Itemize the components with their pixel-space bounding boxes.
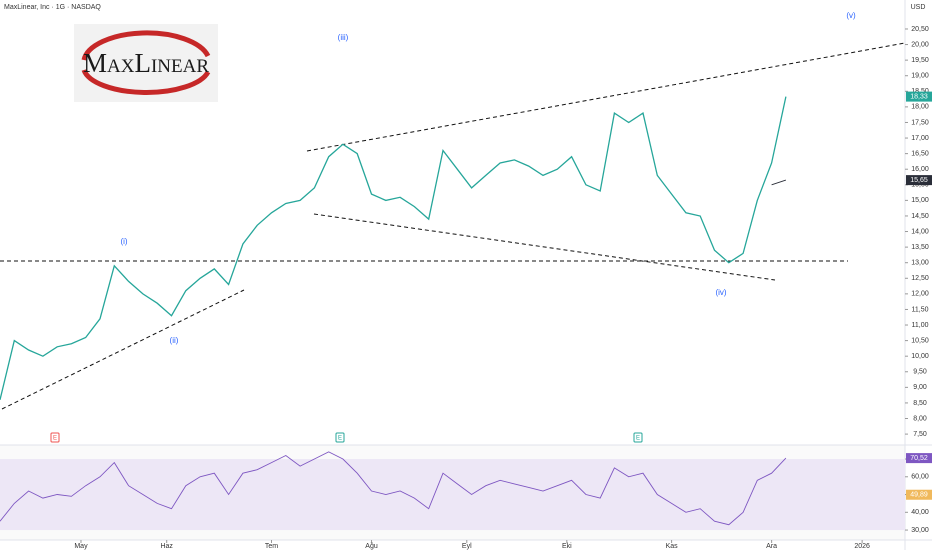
trendline <box>1 289 245 410</box>
wave-label: (ii) <box>170 336 179 345</box>
chart-title: MaxLinear, Inc · 1G · NASDAQ <box>4 4 101 11</box>
y-tick-label: 11,00 <box>912 322 929 329</box>
x-tick-label: Ara <box>766 543 777 550</box>
event-label: E <box>53 436 57 442</box>
event-label: E <box>636 436 640 442</box>
y-tick-label: 14,50 <box>911 213 929 220</box>
y-tick-label: 8,50 <box>913 400 927 407</box>
event-marker <box>335 432 345 443</box>
y-tick-label: 30,00 <box>911 527 929 534</box>
last-value-box <box>906 453 932 464</box>
y-tick-label: 16,00 <box>911 166 929 173</box>
logo-text: MaxLinear <box>83 48 209 78</box>
y-tick-label: 7,50 <box>913 431 927 438</box>
y-tick-label: 10,50 <box>911 337 929 344</box>
y-tick-label: 13,00 <box>911 260 929 267</box>
event-marker <box>50 432 60 443</box>
x-tick-label: Eyl <box>462 543 472 550</box>
last-value-label: 15,65 <box>910 177 928 184</box>
last-value-label: 49,89 <box>910 492 928 499</box>
y-tick-label: 12,50 <box>911 275 929 282</box>
series-line <box>771 179 787 186</box>
x-tick-label: Ağu <box>365 543 378 550</box>
last-value-box <box>906 91 932 102</box>
event-marker <box>633 432 643 443</box>
x-tick-label: Kas <box>666 543 679 550</box>
y-tick-label: 14,00 <box>911 228 929 235</box>
trendline <box>306 42 906 152</box>
y-tick-label: 9,50 <box>913 369 927 376</box>
y-tick-label: 20,00 <box>911 41 929 48</box>
event-label: E <box>338 436 342 442</box>
y-tick-label: 60,00 <box>911 474 929 481</box>
y-tick-label: 15,00 <box>911 197 929 204</box>
last-value-label: 70,52 <box>910 455 928 462</box>
y-tick-label: 17,50 <box>911 119 929 126</box>
y-tick-label: 18,00 <box>911 104 929 111</box>
y-tick-label: 20,50 <box>911 26 929 33</box>
logo-arc <box>81 69 211 95</box>
y-tick-label: 16,50 <box>911 150 929 157</box>
y-tick-label: 15,50 <box>911 182 929 189</box>
y-tick-label: 17,00 <box>911 135 929 142</box>
currency: USD <box>911 4 926 11</box>
y-tick-label: 13,50 <box>911 244 929 251</box>
wave-label: (v) <box>846 11 856 20</box>
last-value-box <box>906 489 932 500</box>
y-tick-label: 40,00 <box>911 509 929 516</box>
x-tick-label: 2026 <box>854 543 870 550</box>
logo-box <box>74 24 218 102</box>
y-tick-label: 10,00 <box>911 353 929 360</box>
y-tick-label: 19,50 <box>911 57 929 64</box>
logo-arc <box>81 30 211 61</box>
y-tick-label: 8,00 <box>913 415 927 422</box>
series-line <box>0 96 787 400</box>
x-tick-label: Haz <box>160 543 173 550</box>
trendlines <box>0 42 906 410</box>
y-tick-label: 12,00 <box>911 291 929 298</box>
y-tick-label: 11,50 <box>912 306 929 313</box>
series-line <box>0 451 787 526</box>
last-value-label: 18,33 <box>910 93 928 100</box>
rsi-band <box>0 459 905 531</box>
x-tick-label: Eki <box>562 543 572 550</box>
y-tick-label: 9,00 <box>913 384 927 391</box>
wave-label: (iii) <box>338 33 349 42</box>
wave-label: (i) <box>120 237 127 246</box>
y-tick-label: 19,00 <box>911 73 929 80</box>
x-tick-label: Tem <box>265 543 278 550</box>
wave-label: (iv) <box>715 288 726 297</box>
x-tick-label: May <box>74 543 88 550</box>
trendline <box>313 213 776 281</box>
last-value-box <box>906 175 932 186</box>
